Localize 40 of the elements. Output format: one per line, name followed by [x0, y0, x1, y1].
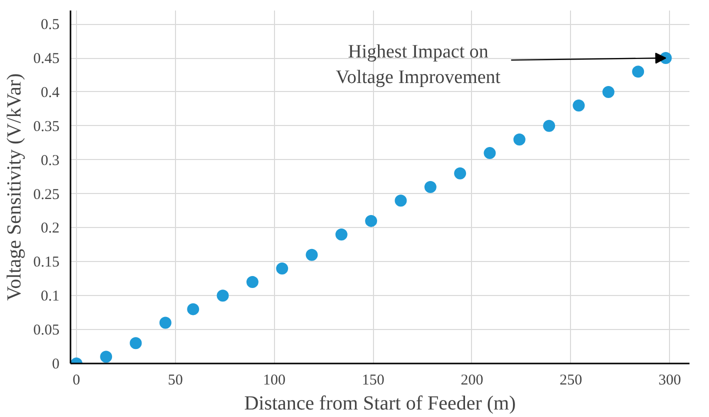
annotation: Highest Impact on Voltage Improvement [336, 42, 502, 88]
point [216, 290, 229, 302]
point [365, 214, 378, 227]
y-tick-label: 0.25 [33, 186, 60, 203]
x-tick-label: 250 [560, 372, 582, 388]
x-tick-label: 200 [460, 372, 484, 388]
point [246, 276, 258, 288]
point [454, 167, 466, 180]
point [602, 86, 614, 98]
y-tick-label: 0.5 [40, 17, 60, 34]
point [159, 316, 172, 329]
point [632, 66, 644, 78]
y-tick-label: 0.1 [40, 288, 60, 305]
point [394, 194, 407, 207]
point [130, 337, 142, 350]
y-tick-label: 0 [52, 356, 60, 372]
x-tick-label: 0 [72, 372, 80, 388]
y-tick-label: 0.2 [40, 220, 60, 237]
point [484, 147, 496, 160]
x-tick-label: 150 [362, 372, 384, 388]
y-tick-label: 0.15 [33, 254, 60, 271]
point [513, 133, 526, 146]
x-tick-label: 100 [262, 372, 286, 388]
y-tick-label: 0.35 [33, 118, 60, 135]
y-tick-label: 0.3 [40, 152, 60, 169]
point [572, 100, 585, 112]
x-tick-label: 50 [168, 372, 183, 388]
point [100, 350, 112, 363]
point [276, 262, 288, 274]
y-tick-label: 0.45 [33, 51, 60, 68]
point [335, 228, 348, 241]
point [306, 248, 318, 261]
y-tick-label: 0.05 [33, 322, 60, 339]
y-tick-label: 0.4 [40, 84, 60, 101]
x-tick-label: 300 [658, 372, 681, 388]
point [187, 303, 200, 316]
y-axis-title: Voltage Sensitivity (V/kVar) [3, 73, 26, 301]
point [543, 120, 556, 132]
x-axis-title: Distance from Start of Feeder (m) [244, 392, 516, 414]
point [424, 181, 436, 193]
